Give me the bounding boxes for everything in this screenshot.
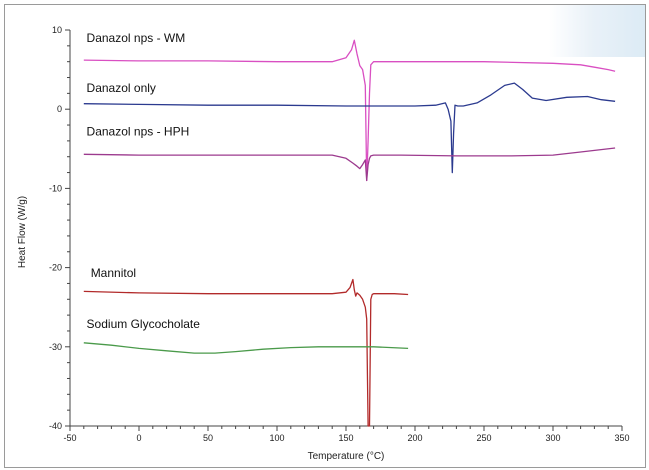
- series-line-1: [83, 82, 616, 174]
- series-label-0: Danazol nps - WM: [87, 31, 186, 45]
- x-tick-label: 350: [614, 433, 629, 443]
- x-tick-label: 200: [407, 433, 422, 443]
- x-tick-label: 250: [476, 433, 491, 443]
- x-tick-label: 100: [269, 433, 284, 443]
- series-line-3: [83, 278, 409, 427]
- y-tick-label: -40: [49, 421, 62, 431]
- series-label-1: Danazol only: [87, 81, 156, 95]
- y-tick-label: -10: [49, 183, 62, 193]
- y-tick-label: -20: [49, 263, 62, 273]
- y-tick-label: -30: [49, 342, 62, 352]
- chart-frame: [4, 4, 646, 468]
- y-tick-label: 0: [57, 104, 62, 114]
- series-line-2: [83, 147, 616, 182]
- x-tick-label: 0: [136, 433, 141, 443]
- series-label-4: Sodium Glycocholate: [87, 317, 201, 331]
- series-line-0: [83, 39, 616, 182]
- x-axis-title: Temperature (°C): [308, 451, 385, 462]
- series-labels: Danazol nps - WM Danazol only Danazol nps …: [87, 31, 201, 331]
- curves: [83, 39, 616, 427]
- series-label-3: Mannitol: [91, 266, 136, 280]
- series-line-4: [83, 342, 409, 354]
- corner-tint-decoration: [549, 5, 645, 57]
- x-tick-label: 300: [545, 433, 560, 443]
- y-axis-title: Heat Flow (W/g): [17, 196, 28, 268]
- axes: -50 0 50 100 150 200 250 300 350 -40 -30 -20 -10 0 10: [49, 25, 630, 443]
- x-tick-label: -50: [63, 433, 76, 443]
- y-tick-label: 10: [52, 25, 62, 35]
- x-tick-label: 150: [338, 433, 353, 443]
- x-tick-label: 50: [203, 433, 213, 443]
- series-label-2: Danazol nps - HPH: [87, 124, 190, 138]
